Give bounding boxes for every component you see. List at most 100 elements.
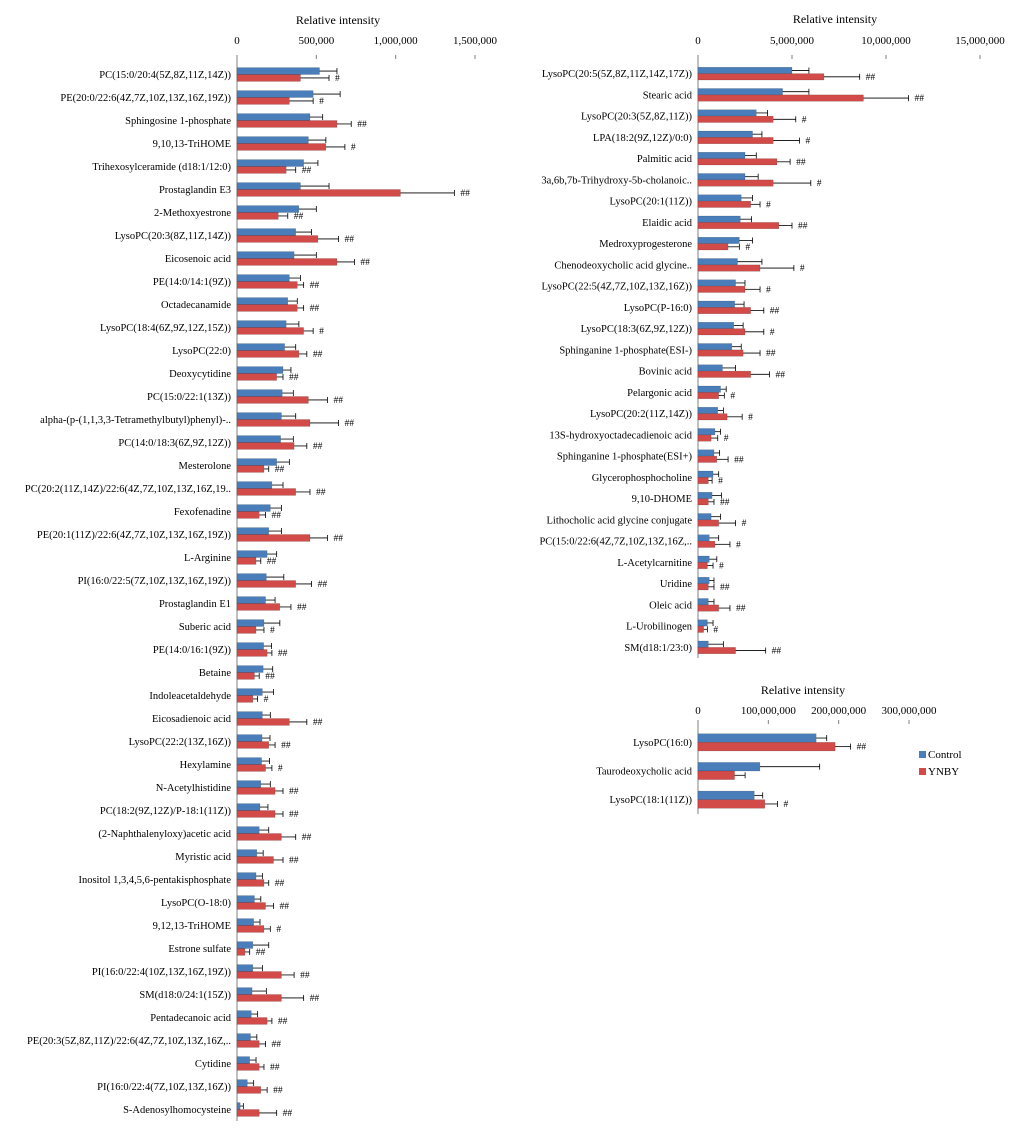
category-label: L-Urobilinogen [626,622,693,633]
significance-marker: # [713,625,718,635]
significance-marker: ## [796,158,806,168]
category-label: Medroxyprogesterone [599,239,692,250]
bar-ynby [236,212,279,220]
bar-control [697,513,712,521]
bar-control [236,527,269,535]
bar-control [236,918,254,926]
bar-control [236,481,273,489]
bar-ynby [236,258,338,266]
bar-ynby [236,74,301,82]
significance-marker: ## [357,120,367,130]
category-label: LysoPC(O-18:0) [161,898,232,909]
bar-ynby [236,304,298,312]
significance-marker: ## [310,281,320,291]
chart2-xlabel: Relative intensity [793,12,877,26]
category-label: Glycerophosphocholine [592,473,693,484]
significance-marker: ## [915,94,925,104]
bar-ynby [236,649,268,657]
category-label: LysoPC(22:0) [172,346,231,357]
category-label: PI(16:0/22:4(10Z,13Z,16Z,19Z)) [92,967,232,978]
bar-control [697,152,746,159]
category-label: Cytidine [195,1059,232,1070]
bar-ynby [236,626,257,634]
bar-control [236,1010,252,1018]
category-label: LysoPC(18:4(6Z,9Z,12Z,15Z)) [100,323,231,334]
category-label: Pentadecanoic acid [150,1013,231,1024]
bar-control [697,555,710,563]
significance-marker: ## [310,304,320,314]
category-label: Inositol 1,3,4,5,6-pentakisphosphate [78,875,231,886]
bar-ynby [236,971,282,979]
category-label: LysoPC(20:3(8Z,11Z,14Z)) [115,231,232,242]
bar-control [697,449,715,457]
bar-control [236,297,289,305]
bar-ynby [236,534,311,542]
bar-ynby [236,810,276,818]
bar-ynby [236,879,265,887]
significance-marker: ## [313,350,323,360]
bar-control [697,279,736,287]
category-label: Oleic acid [649,600,693,611]
category-label: PE(14:0/14:1(9Z)) [153,277,232,288]
bar-control [697,109,757,117]
significance-marker: ## [310,994,320,1004]
category-label: L-Arginine [184,553,231,564]
significance-marker: ## [318,580,328,590]
significance-marker: # [806,137,811,147]
significance-marker: ## [281,741,291,751]
significance-marker: # [278,764,283,774]
category-label: Prostaglandin E3 [159,185,231,196]
category-label: Sphingosine 1-phosphate [125,116,231,127]
bar-control [697,733,817,743]
bar-ynby [697,137,774,144]
chart-1: 0 500,000 1,000,000 1,500,000 PC(15:0/20:4(5… [25,35,498,1121]
significance-marker: ## [345,419,355,429]
legend-label-control: Control [928,749,962,761]
category-label: Prostaglandin E1 [159,599,231,610]
significance-marker: ## [289,810,299,820]
category-label: L-Acetylcarnitine [617,558,692,569]
bar-control [697,470,714,478]
significance-marker: ## [333,396,343,406]
category-label: Lithocholic acid glycine conjugate [547,515,693,526]
significance-marker: ## [272,511,282,521]
bar-control [236,803,261,811]
bar-control [697,130,753,138]
bar-ynby [236,166,287,174]
bar-control [236,734,263,742]
bar-control [236,113,311,121]
bar-control [236,619,265,627]
bar-ynby [236,718,290,726]
bar-control [697,237,740,244]
chart-2: 0 5,000,000 10,000,000 15,000,000 LysoPC(20:… [539,35,1005,658]
bar-ynby [236,1063,260,1071]
bar-ynby [697,73,825,81]
bar-control [236,550,268,558]
significance-marker: # [766,285,771,295]
bar-control [236,1056,250,1064]
significance-marker: ## [313,442,323,452]
category-label: LysoPC(P-16:0) [624,303,693,314]
bar-ynby [236,511,260,519]
bar-control [236,274,290,282]
bar-ynby [236,120,338,128]
category-label: Suberic acid [179,622,232,633]
bar-ynby [236,1040,260,1048]
bar-ynby [236,1017,268,1025]
bar-ynby [697,392,719,399]
bar-ynby [236,235,319,243]
bar-control [236,366,284,374]
bar-ynby [697,115,774,123]
significance-marker: ## [772,647,782,657]
x-tick-label: 0 [234,35,240,47]
bar-control [236,987,253,995]
category-label: Betaine [199,668,231,679]
bar-control [236,182,301,190]
bar-control [236,757,262,765]
bar-ynby [697,349,744,357]
bar-ynby [697,307,751,314]
category-label: Myristic acid [175,852,231,863]
category-label: SM(d18:0/24:1(15Z)) [139,990,231,1001]
category-label: PC(18:2(9Z,12Z)/P-18:1(11Z)) [100,806,232,817]
bar-ynby [697,625,704,633]
